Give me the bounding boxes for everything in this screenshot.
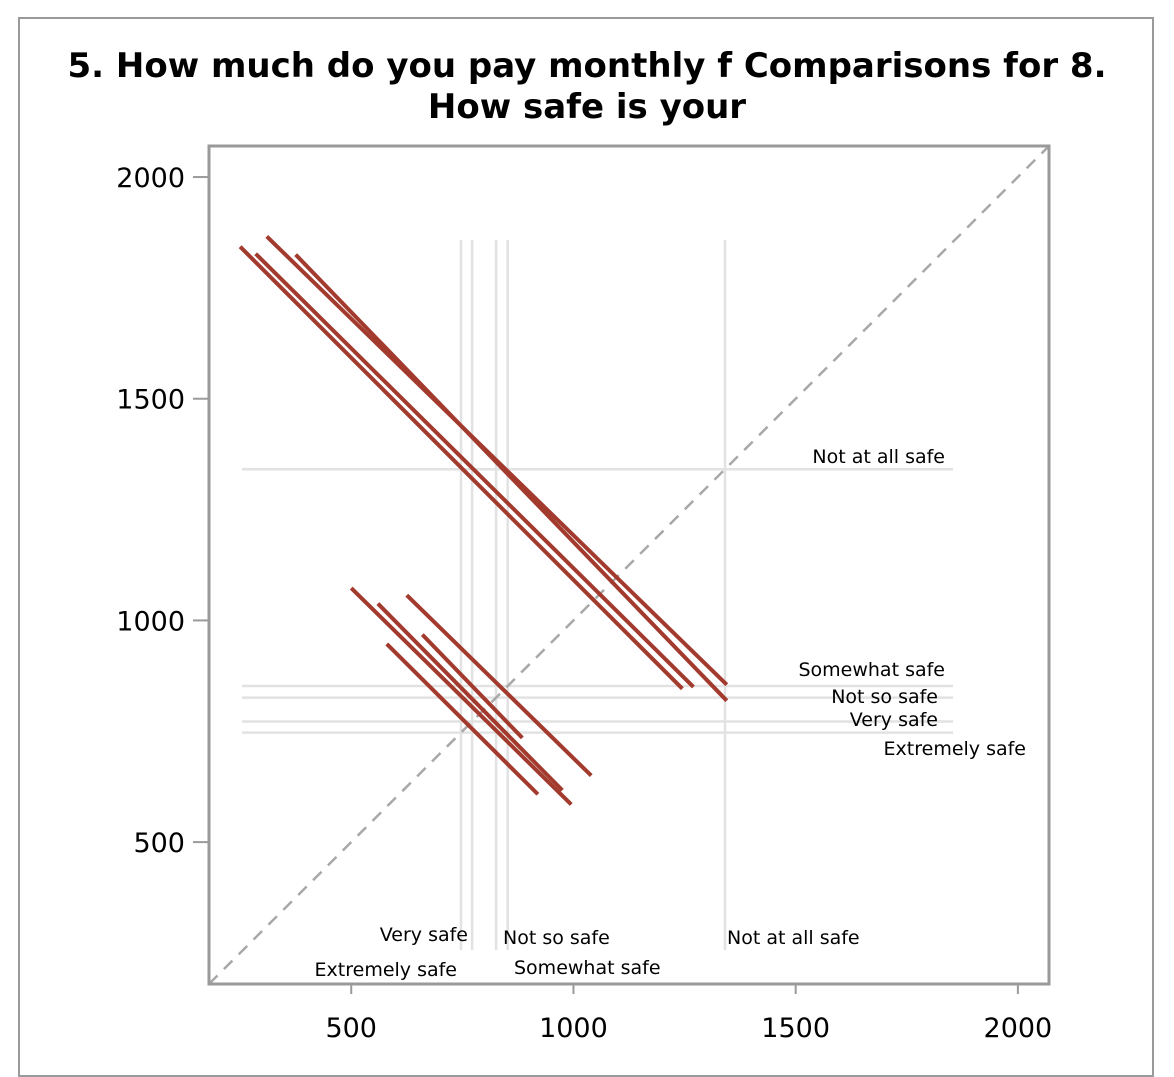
y-tick-label: 1000 — [116, 606, 185, 637]
x-tick-label: 2000 — [984, 1013, 1053, 1044]
diagonal-layer — [208, 145, 1050, 985]
vertical-reference-label: Somewhat safe — [514, 957, 661, 979]
horizontal-reference-label: Not so safe — [831, 686, 938, 708]
vertical-reference-label: Not so safe — [503, 927, 610, 949]
comparison-segment — [254, 252, 695, 689]
comparison-segment — [294, 253, 729, 703]
reference-lines — [242, 240, 953, 950]
chart-title: 5. How much do you pay monthly f Compari… — [67, 46, 1107, 127]
comparison-segment — [420, 633, 524, 740]
comparison-segment — [405, 593, 593, 778]
horizontal-reference-label: Somewhat safe — [798, 659, 945, 681]
horizontal-reference-label: Extremely safe — [884, 738, 1026, 760]
vertical-reference-label: Not at all safe — [727, 927, 860, 949]
diagonal-reference-line — [208, 145, 1050, 985]
horizontal-reference-label: Very safe — [850, 709, 938, 731]
y-tick-label: 2000 — [116, 163, 185, 194]
x-tick-label: 1500 — [761, 1013, 830, 1044]
comparison-segment — [376, 602, 564, 792]
vertical-reference-label: Very safe — [380, 924, 468, 946]
x-tick-label: 500 — [325, 1013, 377, 1044]
comparison-segment — [238, 245, 684, 691]
vertical-reference-label: Extremely safe — [315, 959, 457, 981]
comparison-segment — [385, 642, 540, 796]
comparison-segments — [238, 235, 729, 806]
horizontal-reference-label: Not at all safe — [812, 446, 945, 468]
plot-area-frame — [207, 144, 1051, 986]
axes: 500 1000 1500 2000 500 1000 1500 2000 — [116, 163, 1052, 1044]
y-tick-label: 1500 — [116, 385, 185, 416]
chart-canvas: 500 1000 1500 2000 500 1000 1500 2000 Extremely… — [116, 144, 1052, 1044]
y-tick-label: 500 — [133, 828, 185, 859]
x-tick-label: 1000 — [539, 1013, 608, 1044]
comparison-segment — [349, 586, 573, 806]
